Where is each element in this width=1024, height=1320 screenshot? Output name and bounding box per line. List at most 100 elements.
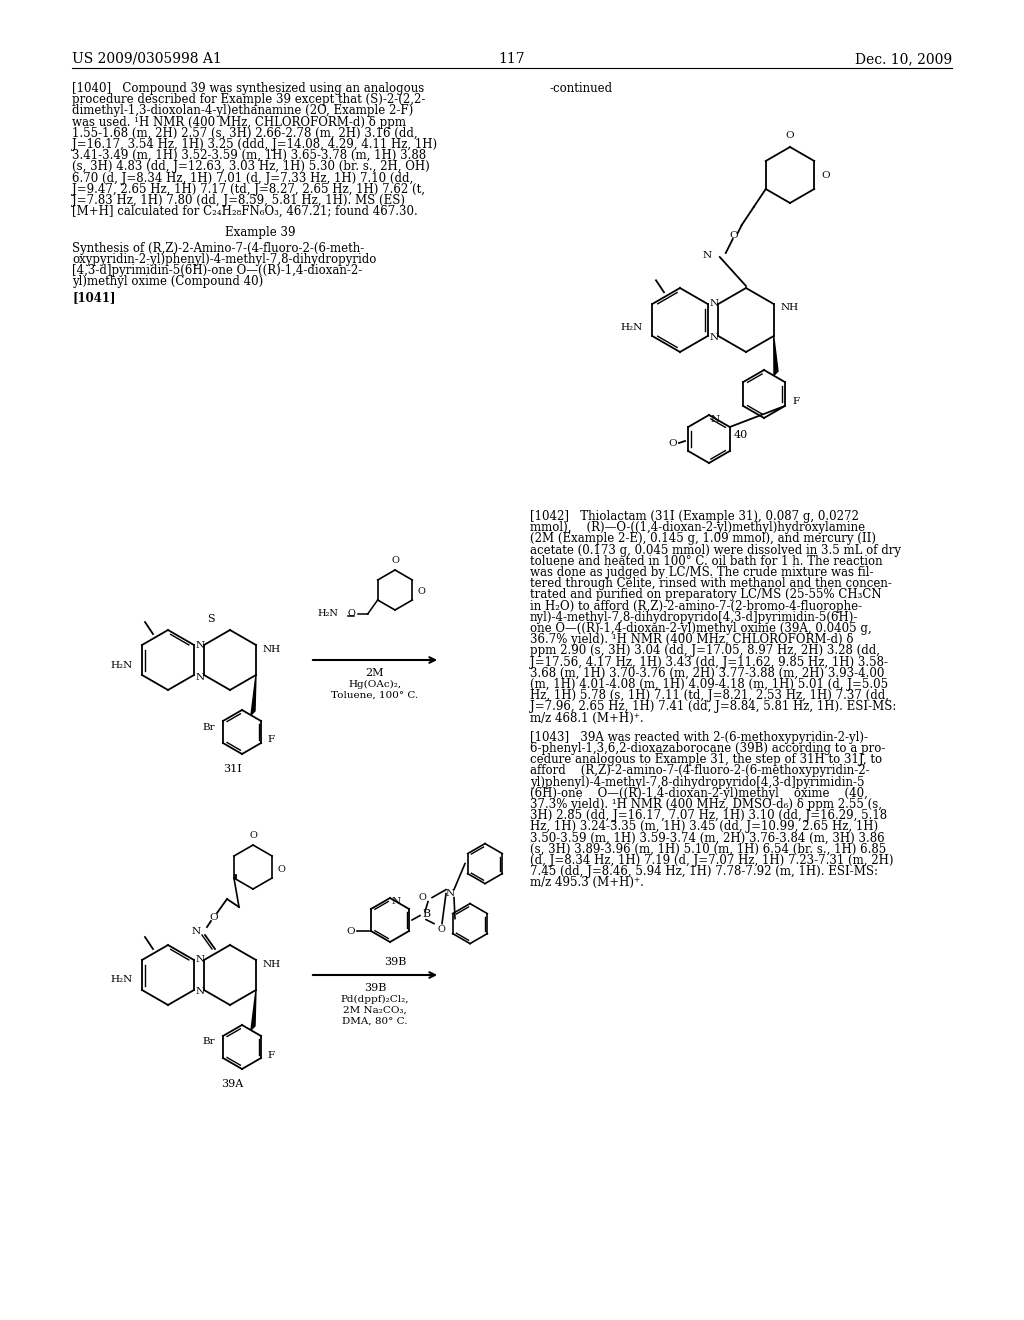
Text: O: O — [438, 925, 445, 935]
Text: (2M (Example 2-E), 0.145 g, 1.09 mmol), and mercury (II): (2M (Example 2-E), 0.145 g, 1.09 mmol), … — [530, 532, 876, 545]
Text: [1040]   Compound 39 was synthesized using an analogous: [1040] Compound 39 was synthesized using… — [72, 82, 424, 95]
Text: DMA, 80° C.: DMA, 80° C. — [342, 1016, 408, 1026]
Text: 3H) 2.85 (dd, J=16.17, 7.07 Hz, 1H) 3.10 (dd, J=16.29, 5.18: 3H) 2.85 (dd, J=16.17, 7.07 Hz, 1H) 3.10… — [530, 809, 887, 822]
Text: O: O — [785, 131, 795, 140]
Text: afford    (R,Z)-2-amino-7-(4-fluoro-2-(6-methoxypyridin-2-: afford (R,Z)-2-amino-7-(4-fluoro-2-(6-me… — [530, 764, 869, 777]
Text: Example 39: Example 39 — [224, 227, 295, 239]
Text: 31I: 31I — [222, 764, 242, 774]
Text: N: N — [196, 640, 205, 649]
Text: was used. ¹H NMR (400 MHz, CHLOROFORM-d) δ ppm: was used. ¹H NMR (400 MHz, CHLOROFORM-d)… — [72, 116, 406, 128]
Text: [M+H] calculated for C₂₄H₂₈FN₆O₃, 467.21; found 467.30.: [M+H] calculated for C₂₄H₂₈FN₆O₃, 467.21… — [72, 205, 418, 218]
Text: 39B: 39B — [384, 957, 407, 968]
Text: H₂N: H₂N — [317, 610, 339, 619]
Text: NH: NH — [781, 302, 799, 312]
Text: (m, 1H) 4.01-4.08 (m, 1H) 4.09-4.18 (m, 1H) 5.01 (d, J=5.05: (m, 1H) 4.01-4.08 (m, 1H) 4.09-4.18 (m, … — [530, 678, 888, 690]
Text: 2M: 2M — [366, 668, 384, 678]
Text: S: S — [207, 614, 215, 624]
Polygon shape — [251, 990, 256, 1030]
Text: O: O — [210, 912, 218, 921]
Text: Br: Br — [203, 1038, 215, 1047]
Text: O: O — [278, 865, 285, 874]
Text: oxypyridin-2-yl)phenyl)-4-methyl-7,8-dihydropyrido: oxypyridin-2-yl)phenyl)-4-methyl-7,8-dih… — [72, 253, 377, 265]
Text: 39A: 39A — [221, 1078, 243, 1089]
Text: 40: 40 — [734, 430, 749, 440]
Text: 6.70 (d, J=8.34 Hz, 1H) 7.01 (d, J=7.33 Hz, 1H) 7.10 (dd,: 6.70 (d, J=8.34 Hz, 1H) 7.01 (d, J=7.33 … — [72, 172, 414, 185]
Text: cedure analogous to Example 31, the step of 31H to 31J, to: cedure analogous to Example 31, the step… — [530, 754, 882, 766]
Text: 37.3% yield). ¹H NMR (400 MHz, DMSO-d₆) δ ppm 2.55 (s,: 37.3% yield). ¹H NMR (400 MHz, DMSO-d₆) … — [530, 799, 882, 810]
Polygon shape — [251, 675, 256, 715]
Text: [4,3-d]pyrimidin-5(6H)-one O—((R)-1,4-dioxan-2-: [4,3-d]pyrimidin-5(6H)-one O—((R)-1,4-di… — [72, 264, 362, 277]
Text: N: N — [196, 956, 205, 965]
Text: Synthesis of (R,Z)-2-Amino-7-(4-fluoro-2-(6-meth-: Synthesis of (R,Z)-2-Amino-7-(4-fluoro-2… — [72, 242, 365, 255]
Text: J=7.96, 2.65 Hz, 1H) 7.41 (dd, J=8.84, 5.81 Hz, 1H). ESI-MS:: J=7.96, 2.65 Hz, 1H) 7.41 (dd, J=8.84, 5… — [530, 701, 896, 713]
Text: O: O — [417, 587, 425, 597]
Text: 2M Na₂CO₃,: 2M Na₂CO₃, — [343, 1006, 407, 1015]
Text: (6H)-one    O—((R)-1,4-dioxan-2-yl)methyl    oxime    (40,: (6H)-one O—((R)-1,4-dioxan-2-yl)methyl o… — [530, 787, 868, 800]
Text: N: N — [710, 300, 719, 309]
Text: H₂N: H₂N — [111, 975, 133, 985]
Text: 3.50-3.59 (m, 1H) 3.59-3.74 (m, 2H) 3.76-3.84 (m, 3H) 3.86: 3.50-3.59 (m, 1H) 3.59-3.74 (m, 2H) 3.76… — [530, 832, 885, 845]
Text: O: O — [669, 440, 677, 449]
Text: F: F — [792, 397, 799, 407]
Text: (s, 3H) 3.89-3.96 (m, 1H) 5.10 (m, 1H) 6.54 (br. s., 1H) 6.85: (s, 3H) 3.89-3.96 (m, 1H) 5.10 (m, 1H) 6… — [530, 842, 886, 855]
Text: N: N — [711, 414, 720, 424]
Text: N: N — [392, 898, 401, 907]
Text: yl)phenyl)-4-methyl-7,8-dihydropyrido[4,3-d]pyrimidin-5: yl)phenyl)-4-methyl-7,8-dihydropyrido[4,… — [530, 776, 864, 788]
Text: -continued: -continued — [550, 82, 613, 95]
Text: Dec. 10, 2009: Dec. 10, 2009 — [855, 51, 952, 66]
Text: J=16.17, 3.54 Hz, 1H) 3.25 (ddd, J=14.08, 4.29, 4.11 Hz, 1H): J=16.17, 3.54 Hz, 1H) 3.25 (ddd, J=14.08… — [72, 139, 437, 150]
Text: 1.55-1.68 (m, 2H) 2.57 (s, 3H) 2.66-2.78 (m, 2H) 3.16 (dd,: 1.55-1.68 (m, 2H) 2.57 (s, 3H) 2.66-2.78… — [72, 127, 418, 140]
Text: Hg(OAc)₂,: Hg(OAc)₂, — [348, 680, 401, 689]
Text: (s, 3H) 4.83 (dd, J=12.63, 3.03 Hz, 1H) 5.30 (br. s., 2H, OH): (s, 3H) 4.83 (dd, J=12.63, 3.03 Hz, 1H) … — [72, 161, 430, 173]
Text: [1041]: [1041] — [72, 292, 116, 305]
Text: O: O — [348, 610, 355, 619]
Text: NH: NH — [263, 960, 282, 969]
Text: Toluene, 100° C.: Toluene, 100° C. — [332, 690, 419, 700]
Text: trated and purified on preparatory LC/MS (25-55% CH₃CN: trated and purified on preparatory LC/MS… — [530, 589, 882, 602]
Text: (d, J=8.34 Hz, 1H) 7.19 (d, J=7.07 Hz, 1H) 7.23-7.31 (m, 2H): (d, J=8.34 Hz, 1H) 7.19 (d, J=7.07 Hz, 1… — [530, 854, 894, 867]
Text: nyl)-4-methyl-7,8-dihydropyrido[4,3-d]pyrimidin-5(6H)-: nyl)-4-methyl-7,8-dihydropyrido[4,3-d]py… — [530, 611, 858, 624]
Text: Hz, 1H) 5.78 (s, 1H) 7.11 (td, J=8.21, 2.53 Hz, 1H) 7.37 (dd,: Hz, 1H) 5.78 (s, 1H) 7.11 (td, J=8.21, 2… — [530, 689, 889, 702]
Text: 36.7% yield). ¹H NMR (400 MHz, CHLOROFORM-d) δ: 36.7% yield). ¹H NMR (400 MHz, CHLOROFOR… — [530, 634, 853, 647]
Text: F: F — [267, 735, 274, 744]
Text: Br: Br — [203, 722, 215, 731]
Text: H₂N: H₂N — [621, 323, 643, 333]
Text: dimethyl-1,3-dioxolan-4-yl)ethanamine (2O, Example 2-F): dimethyl-1,3-dioxolan-4-yl)ethanamine (2… — [72, 104, 414, 117]
Text: [1042]   Thiolactam (31I (Example 31), 0.087 g, 0.0272: [1042] Thiolactam (31I (Example 31), 0.0… — [530, 510, 859, 523]
Text: O: O — [391, 556, 399, 565]
Text: Pd(dppf)₂Cl₂,: Pd(dppf)₂Cl₂, — [341, 995, 410, 1005]
Text: 7.45 (dd, J=8.46, 5.94 Hz, 1H) 7.78-7.92 (m, 1H). ESI-MS:: 7.45 (dd, J=8.46, 5.94 Hz, 1H) 7.78-7.92… — [530, 865, 878, 878]
Text: toluene and heated in 100° C. oil bath for 1 h. The reaction: toluene and heated in 100° C. oil bath f… — [530, 554, 883, 568]
Text: J=9.47, 2.65 Hz, 1H) 7.17 (td, J=8.27, 2.65 Hz, 1H) 7.62 (t,: J=9.47, 2.65 Hz, 1H) 7.17 (td, J=8.27, 2… — [72, 182, 425, 195]
Text: N: N — [191, 927, 201, 936]
Text: N: N — [710, 334, 719, 342]
Text: procedure described for Example 39 except that (S)-2-(2,2-: procedure described for Example 39 excep… — [72, 94, 425, 106]
Text: B: B — [422, 908, 430, 919]
Text: O: O — [821, 170, 829, 180]
Text: O: O — [729, 231, 738, 239]
Text: N: N — [702, 251, 712, 260]
Text: O: O — [249, 832, 257, 840]
Text: yl)methyl oxime (Compound 40): yl)methyl oxime (Compound 40) — [72, 275, 263, 288]
Text: J=17.56, 4.17 Hz, 1H) 3.43 (dd, J=11.62, 9.85 Hz, 1H) 3.58-: J=17.56, 4.17 Hz, 1H) 3.43 (dd, J=11.62,… — [530, 656, 888, 669]
Text: was done as judged by LC/MS. The crude mixture was fil-: was done as judged by LC/MS. The crude m… — [530, 566, 873, 579]
Text: N: N — [196, 672, 205, 681]
Text: J=7.83 Hz, 1H) 7.80 (dd, J=8.59, 5.81 Hz, 1H). MS (ES): J=7.83 Hz, 1H) 7.80 (dd, J=8.59, 5.81 Hz… — [72, 194, 406, 207]
Text: O: O — [418, 894, 426, 902]
Text: US 2009/0305998 A1: US 2009/0305998 A1 — [72, 51, 222, 66]
Text: 3.41-3.49 (m, 1H) 3.52-3.59 (m, 1H) 3.65-3.78 (m, 1H) 3.88: 3.41-3.49 (m, 1H) 3.52-3.59 (m, 1H) 3.65… — [72, 149, 426, 162]
Text: 117: 117 — [499, 51, 525, 66]
Text: 6-phenyl-1,3,6,2-dioxazaborocane (39B) according to a pro-: 6-phenyl-1,3,6,2-dioxazaborocane (39B) a… — [530, 742, 886, 755]
Text: ppm 2.90 (s, 3H) 3.04 (dd, J=17.05, 8.97 Hz, 2H) 3.28 (dd,: ppm 2.90 (s, 3H) 3.04 (dd, J=17.05, 8.97… — [530, 644, 880, 657]
Text: N: N — [445, 890, 455, 898]
Text: acetate (0.173 g, 0.045 mmol) were dissolved in 3.5 mL of dry: acetate (0.173 g, 0.045 mmol) were disso… — [530, 544, 901, 557]
Text: O: O — [346, 927, 355, 936]
Text: one O—((R)-1,4-dioxan-2-yl)methyl oxime (39A, 0.0405 g,: one O—((R)-1,4-dioxan-2-yl)methyl oxime … — [530, 622, 871, 635]
Text: m/z 468.1 (M+H)⁺.: m/z 468.1 (M+H)⁺. — [530, 711, 644, 725]
Text: m/z 495.3 (M+H)⁺.: m/z 495.3 (M+H)⁺. — [530, 876, 644, 890]
Text: [1043]   39A was reacted with 2-(6-methoxypyridin-2-yl)-: [1043] 39A was reacted with 2-(6-methoxy… — [530, 731, 868, 743]
Text: NH: NH — [263, 645, 282, 653]
Text: 39B: 39B — [364, 983, 386, 993]
Text: N: N — [196, 987, 205, 997]
Text: mmol),    (R)—O-((1,4-dioxan-2-yl)methyl)hydroxylamine: mmol), (R)—O-((1,4-dioxan-2-yl)methyl)hy… — [530, 521, 865, 535]
